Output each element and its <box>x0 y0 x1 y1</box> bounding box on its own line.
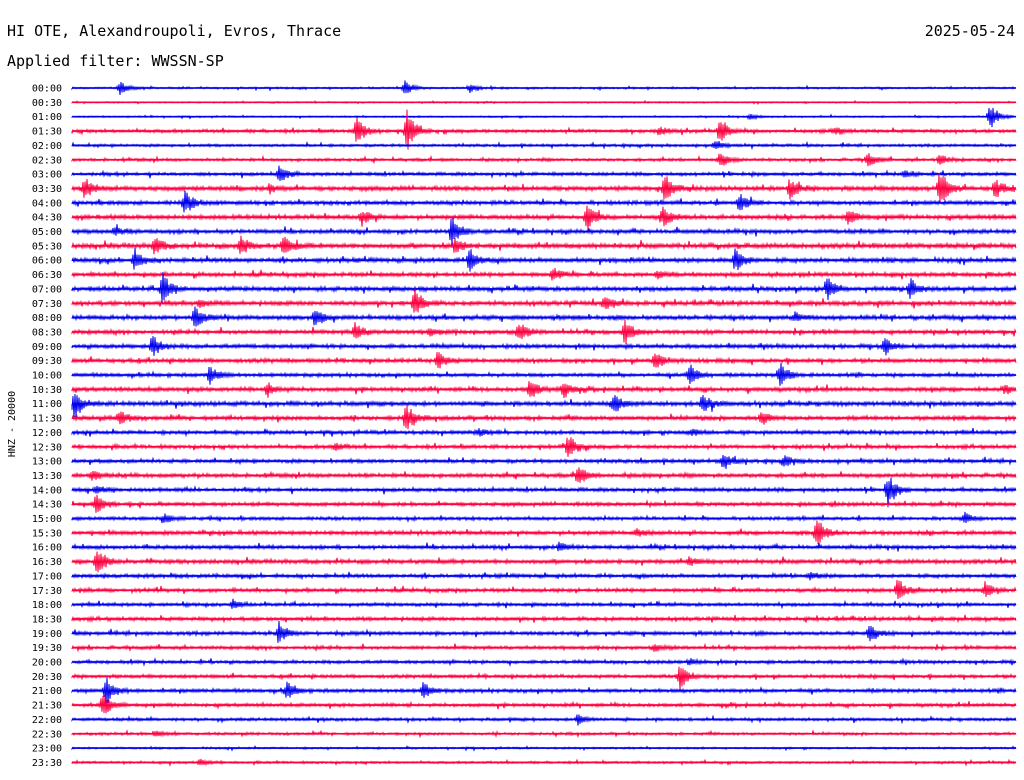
row-time-label: 10:30 <box>32 385 62 396</box>
row-time-label: 02:30 <box>32 155 62 166</box>
row-time-label: 13:00 <box>32 457 62 468</box>
row-time-label: 16:30 <box>32 557 62 568</box>
row-time-label: 02:00 <box>32 141 62 152</box>
row-time-label: 08:00 <box>32 313 62 324</box>
row-time-label: 12:00 <box>32 428 62 439</box>
row-time-label: 21:30 <box>32 701 62 712</box>
row-time-label: 01:30 <box>32 127 62 138</box>
row-time-label: 17:00 <box>32 571 62 582</box>
trace-line <box>71 511 1017 524</box>
row-time-label: 00:30 <box>32 98 62 109</box>
row-time-label: 08:30 <box>32 327 62 338</box>
row-time-label: 10:00 <box>32 371 62 382</box>
row-time-label: 23:00 <box>32 744 62 755</box>
row-time-label: 18:30 <box>32 614 62 625</box>
trace-line <box>71 306 1017 327</box>
trace-line <box>71 393 1017 418</box>
row-time-label: 01:00 <box>32 112 62 123</box>
row-time-label: 00:00 <box>32 84 62 95</box>
row-time-label: 21:00 <box>32 686 62 697</box>
trace-line <box>71 454 1017 470</box>
row-time-label: 19:00 <box>32 629 62 640</box>
row-time-label: 09:00 <box>32 342 62 353</box>
row-time-label: 03:30 <box>32 184 62 195</box>
row-time-label: 11:00 <box>32 399 62 410</box>
trace-line <box>71 205 1017 231</box>
row-time-label: 20:00 <box>32 658 62 669</box>
row-time-label: 17:30 <box>32 586 62 597</box>
row-time-label: 07:30 <box>32 299 62 310</box>
trace-line <box>71 694 1017 714</box>
row-time-label: 16:00 <box>32 543 62 554</box>
row-time-label: 05:30 <box>32 241 62 252</box>
row-time-label: 13:30 <box>32 471 62 482</box>
row-time-label: 06:30 <box>32 270 62 281</box>
trace-line <box>71 235 1017 255</box>
row-time-label: 18:00 <box>32 600 62 611</box>
trace-line <box>71 190 1017 213</box>
trace-line <box>71 109 1017 150</box>
row-time-label: 15:00 <box>32 514 62 525</box>
date-label: 2025-05-24 <box>924 22 1015 40</box>
y-axis-label: HNZ - 20000 <box>7 391 18 457</box>
filter-label: Applied filter: WWSSN-SP <box>7 52 224 70</box>
row-time-label: 23:30 <box>32 758 62 769</box>
row-time-label: 19:30 <box>32 643 62 654</box>
row-time-label: 09:30 <box>32 356 62 367</box>
trace-line <box>71 620 1017 643</box>
row-time-label: 03:00 <box>32 170 62 181</box>
trace-line <box>71 288 1017 313</box>
row-time-label: 06:00 <box>32 256 62 267</box>
row-time-label: 22:00 <box>32 715 62 726</box>
row-time-label: 20:30 <box>32 672 62 683</box>
row-time-label: 07:00 <box>32 284 62 295</box>
row-time-label: 15:30 <box>32 528 62 539</box>
row-time-label: 04:30 <box>32 213 62 224</box>
row-time-label: 05:00 <box>32 227 62 238</box>
row-time-label: 22:30 <box>32 729 62 740</box>
row-time-label: 04:00 <box>32 198 62 209</box>
row-time-label: 12:30 <box>32 442 62 453</box>
trace-line <box>71 666 1017 691</box>
row-time-label: 11:30 <box>32 414 62 425</box>
chart-title: HI OTE, Alexandroupoli, Evros, Thrace <box>7 22 342 40</box>
trace-line <box>71 107 1017 128</box>
row-time-label: 14:00 <box>32 485 62 496</box>
row-time-label: 14:30 <box>32 500 62 511</box>
